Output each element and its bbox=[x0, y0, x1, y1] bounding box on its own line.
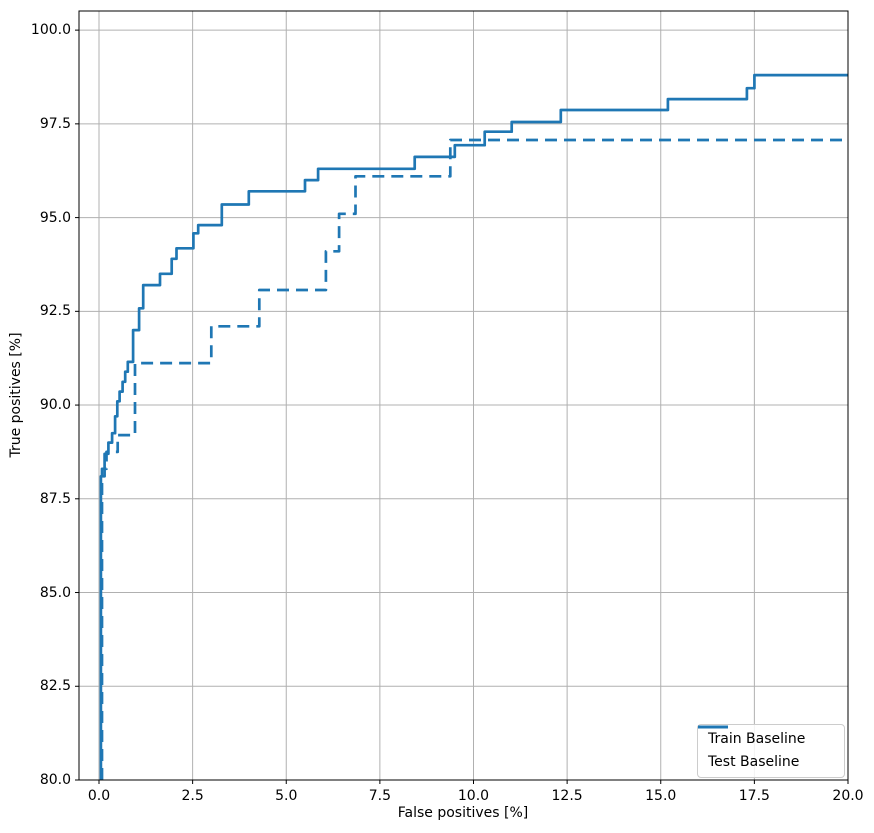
x-tick-label: 20.0 bbox=[832, 788, 864, 804]
x-tick-label: 7.5 bbox=[368, 788, 391, 804]
legend-label: Test Baseline bbox=[708, 753, 800, 770]
dashed-line-swatch-icon bbox=[698, 725, 728, 729]
y-tick-label: 100.0 bbox=[30, 22, 71, 39]
legend: Train Baseline Test Baseline bbox=[697, 724, 845, 778]
y-tick-label: 90.0 bbox=[39, 397, 71, 414]
series-solid-line bbox=[99, 73, 848, 780]
x-tick-label: 5.0 bbox=[275, 788, 298, 804]
legend-label: Train Baseline bbox=[708, 731, 806, 747]
legend-item-train-baseline: Train Baseline bbox=[698, 725, 834, 748]
x-tick-label: 0.0 bbox=[87, 788, 111, 804]
y-tick-label: 92.5 bbox=[39, 303, 71, 320]
x-tick-label: 10.0 bbox=[457, 788, 490, 804]
x-axis-label: False positives [%] bbox=[397, 805, 529, 821]
x-tick-label: 15.0 bbox=[645, 788, 677, 804]
y-axis-label: True positives [%] bbox=[8, 332, 24, 458]
x-tick-label: 12.5 bbox=[551, 788, 583, 804]
x-tick-label: 17.5 bbox=[738, 788, 770, 804]
legend-item-test-baseline: Test Baseline bbox=[698, 725, 834, 771]
y-tick-label: 82.5 bbox=[39, 678, 71, 695]
y-tick-label: 87.5 bbox=[39, 490, 71, 507]
y-tick-label: 97.5 bbox=[39, 115, 71, 132]
y-tick-label: 85.0 bbox=[39, 584, 71, 601]
plot-frame bbox=[78, 10, 849, 781]
y-tick-label: 80.0 bbox=[39, 772, 71, 788]
x-tick-label: 2.5 bbox=[181, 788, 204, 804]
series-dashed-line bbox=[100, 138, 848, 780]
y-tick-label: 95.0 bbox=[39, 209, 71, 226]
